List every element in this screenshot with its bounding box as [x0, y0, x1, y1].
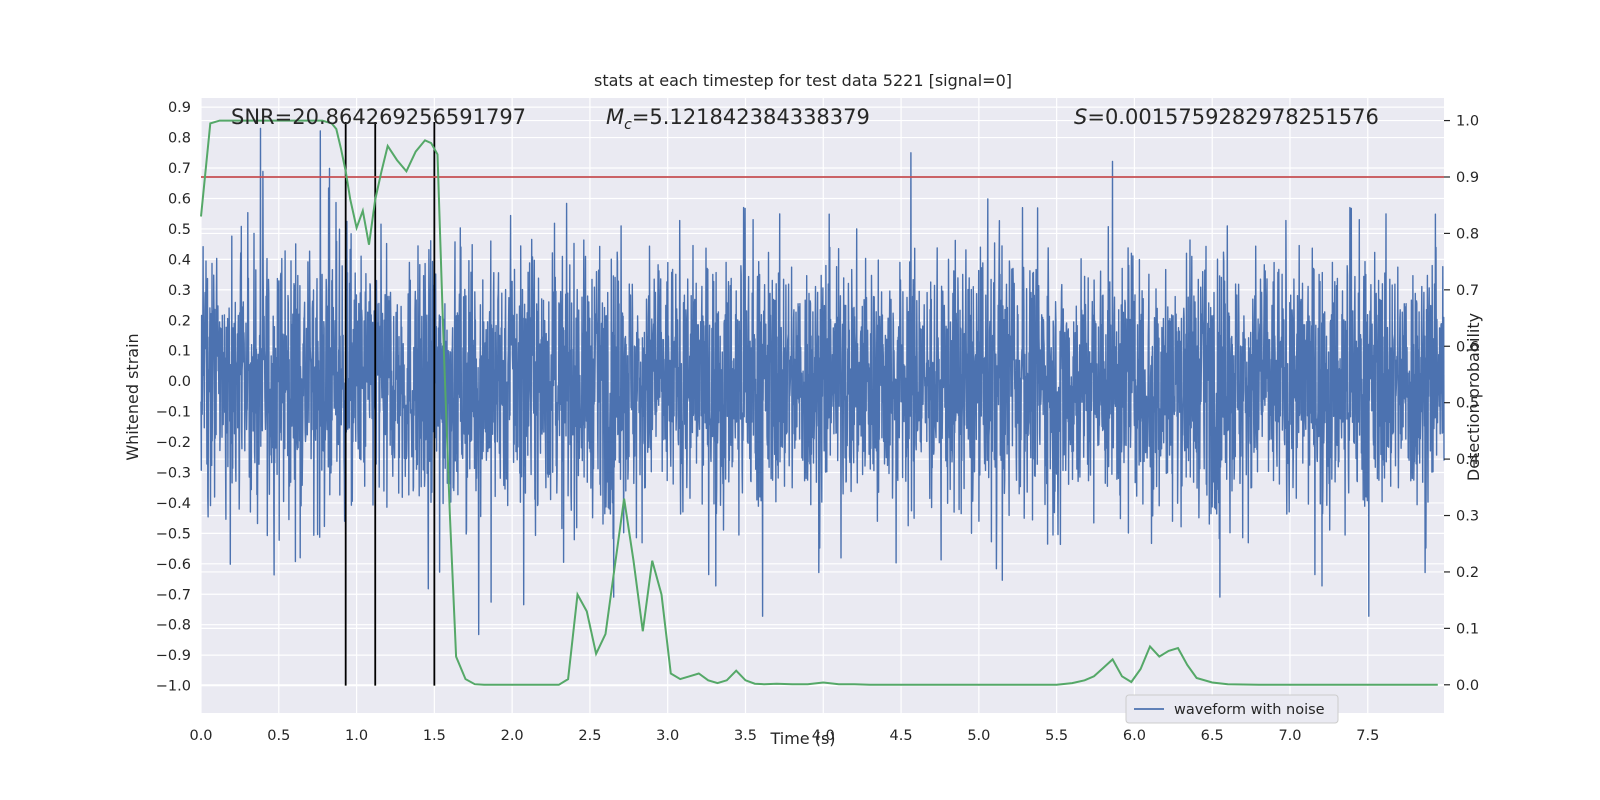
y-tick-label-left: 0.6 [168, 191, 191, 207]
y-tick-label-right: 0.3 [1456, 509, 1479, 525]
x-tick-label: 4.0 [812, 728, 835, 744]
x-tick-label: 0.5 [267, 728, 290, 744]
y-tick-label-left: −0.9 [156, 648, 191, 664]
y-tick-label-left: −0.8 [156, 618, 191, 634]
y-tick-label-right: 0.8 [1456, 226, 1479, 242]
y-tick-label-right: 0.5 [1456, 396, 1479, 412]
x-axis-label: Time (s) [769, 729, 835, 748]
legend-label-waveform: waveform with noise [1174, 702, 1325, 718]
x-tick-label: 7.0 [1278, 728, 1301, 744]
chirp-mass-subscript: c [624, 117, 632, 133]
y-tick-label-left: 0.3 [168, 283, 191, 299]
s-annotation: S=0.0015759282978251576 [1074, 105, 1379, 129]
y-tick-label-left: 0.4 [168, 252, 191, 268]
x-tick-label: 7.5 [1356, 728, 1379, 744]
legend-box [1125, 694, 1339, 724]
y-tick-label-right: 1.0 [1456, 114, 1479, 130]
vertical-markers [344, 122, 436, 686]
y-tick-label-left: −0.6 [156, 557, 191, 573]
x-tick-label: 4.5 [890, 728, 913, 744]
y-tick-label-right: 0.6 [1456, 339, 1479, 355]
chart-title: stats at each timestep for test data 522… [594, 71, 1012, 90]
y-tick-label-left: 0.7 [168, 161, 191, 177]
y-ticks-left: −1.0 −0.9 −0.8 −0.7 −0.6 −0.5 −0.4 −0.3 −0.2 −0.1… [156, 100, 191, 694]
y-tick-label-left: 0.5 [168, 222, 191, 238]
waveform-series [200, 127, 1445, 636]
x-tick-label: 2.5 [578, 728, 601, 744]
y-tick-label-right: 0.1 [1456, 621, 1479, 637]
x-tick-label: 2.0 [501, 728, 524, 744]
chirp-mass-value: =5.121842384338379 [632, 105, 870, 129]
y-tick-label-left: −1.0 [156, 679, 191, 695]
y-tick-label-right: 0.2 [1456, 565, 1479, 581]
y-tick-label-left: 0.1 [168, 344, 191, 360]
y-tick-label-left: 0.8 [168, 131, 191, 147]
y-tick-label-left: 0.9 [168, 100, 191, 116]
y-tick-label-left: −0.2 [156, 435, 191, 451]
s-symbol: S [1074, 105, 1087, 129]
x-tick-label: 5.5 [1045, 728, 1068, 744]
x-tick-label: 0.0 [189, 728, 212, 744]
snr-annotation: SNR=20.864269256591797 [231, 105, 526, 129]
legend: waveform with noise [1125, 694, 1339, 724]
y-tick-label-left: −0.5 [156, 526, 191, 542]
x-tick-label: 1.5 [423, 728, 446, 744]
y-tick-label-left: −0.4 [156, 496, 191, 512]
x-tick-label: 6.0 [1123, 728, 1146, 744]
chirp-mass-annotation: Mc=5.121842384338379 [606, 105, 870, 133]
y-tick-label-right: 0.0 [1456, 678, 1479, 694]
waveform-path [200, 127, 1445, 636]
y-tick-label-right: 0.9 [1456, 170, 1479, 186]
y-tick-label-right: 0.7 [1456, 283, 1479, 299]
x-tick-label: 3.5 [734, 728, 757, 744]
y-tick-label-left: 0.2 [168, 313, 191, 329]
y-tick-label-left: −0.3 [156, 465, 191, 481]
x-tick-label: 1.0 [345, 728, 368, 744]
y-tick-label-left: −0.7 [156, 587, 191, 603]
y-ticks-right: 0.0 0.1 0.2 0.3 0.4 0.5 0.6 0.7 0.8 0.9 1.0 [1444, 114, 1479, 694]
s-value: =0.0015759282978251576 [1087, 105, 1379, 129]
y-axis-label-right: Detection probability [1464, 313, 1483, 481]
x-tick-label: 5.0 [967, 728, 990, 744]
probability-line [200, 119, 1438, 686]
chirp-mass-symbol: M [606, 105, 624, 129]
x-ticks: 0.0 0.5 1.0 1.5 2.0 2.5 3.0 3.5 4.0 4.5 5.0 5.5 6.0 6… [189, 728, 1379, 744]
x-tick-label: 3.0 [656, 728, 679, 744]
y-tick-label-left: −0.1 [156, 405, 191, 421]
y-axis-label-left: Whitened strain [123, 333, 142, 460]
x-tick-label: 6.5 [1201, 728, 1224, 744]
y-tick-label-left: 0.0 [168, 374, 191, 390]
y-tick-label-right: 0.4 [1456, 452, 1479, 468]
